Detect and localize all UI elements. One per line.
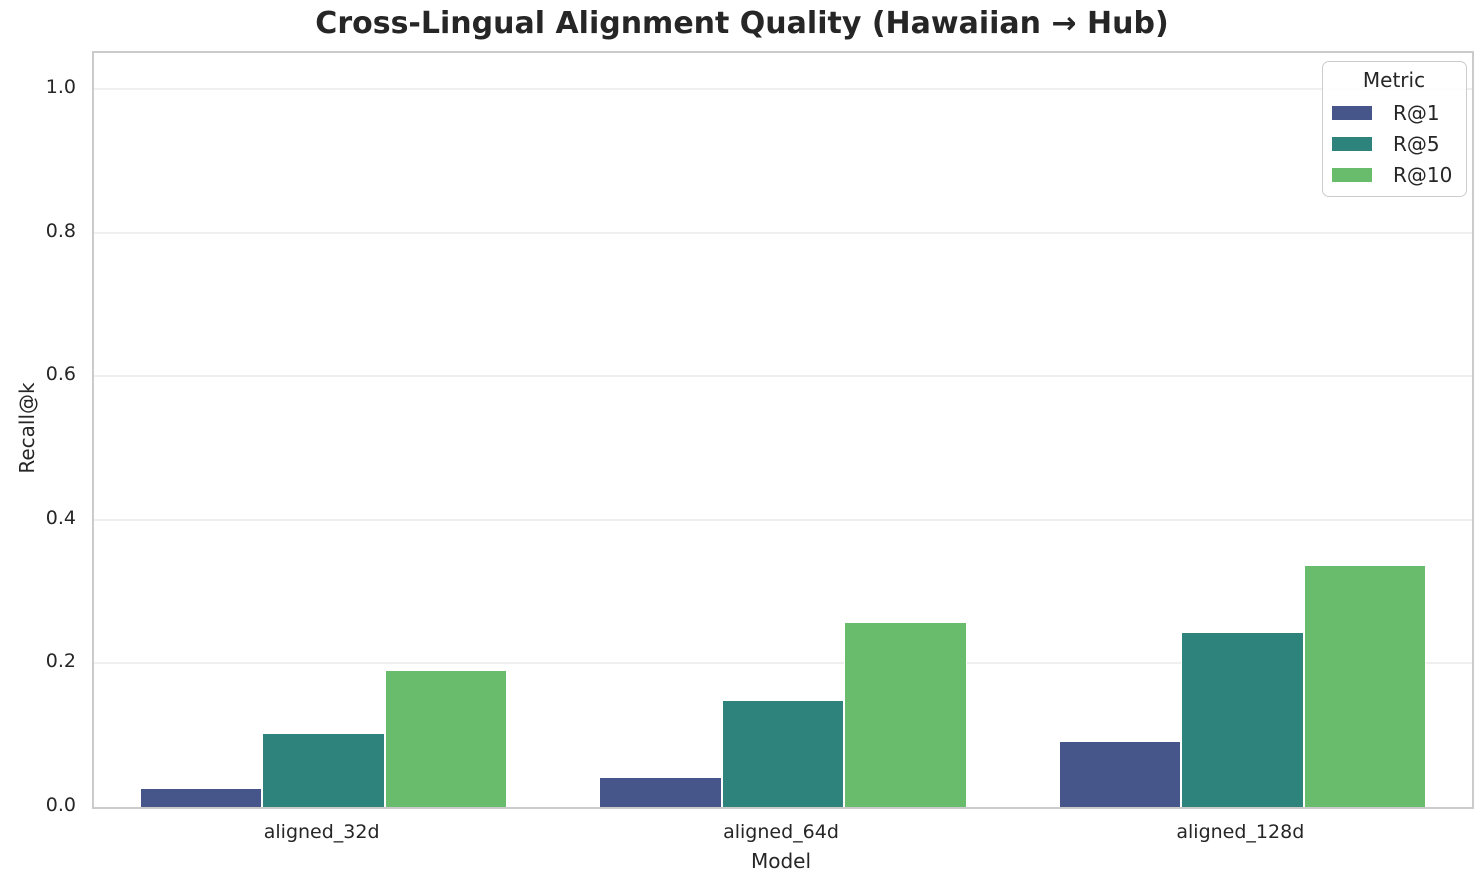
gridline — [94, 231, 1472, 234]
y-tick-label: 1.0 — [45, 75, 76, 98]
gridline — [94, 662, 1472, 665]
x-axis-label: Model — [750, 849, 812, 873]
legend-item-label: R@1 — [1393, 101, 1440, 125]
y-tick-label: 0.4 — [45, 506, 76, 529]
bar-R@5-aligned_32d — [262, 733, 385, 807]
legend-swatch-icon — [1332, 168, 1372, 182]
legend-item-label: R@10 — [1393, 163, 1453, 187]
x-tick-label-aligned_128d: aligned_128d — [1176, 821, 1305, 843]
x-tick-label-aligned_32d: aligned_32d — [263, 821, 380, 843]
bar-R@5-aligned_64d — [721, 700, 845, 807]
legend-item-R@1: R@1 — [1332, 102, 1456, 124]
bar-R@5-aligned_128d — [1181, 632, 1304, 807]
gridline — [94, 87, 1472, 90]
legend-item-R@10: R@10 — [1332, 164, 1456, 186]
legend-swatch-icon — [1332, 137, 1372, 151]
y-tick-label: 0.0 — [45, 794, 76, 816]
bar-R@10-aligned_128d — [1303, 566, 1427, 807]
legend: Metric R@1 R@5 R@10 — [1322, 61, 1467, 197]
bar-R@1-aligned_64d — [599, 778, 722, 807]
legend-items: R@1 R@5 R@10 — [1332, 102, 1456, 186]
y-tick-label: 0.2 — [45, 650, 76, 673]
legend-swatch-icon — [1332, 106, 1372, 120]
gridline — [94, 518, 1472, 521]
bar-R@10-aligned_32d — [384, 671, 508, 807]
y-tick-label: 0.6 — [45, 363, 76, 386]
y-axis-label: Recall@k — [15, 382, 39, 474]
legend-title: Metric — [1362, 68, 1426, 92]
chart-title: Cross-Lingual Alignment Quality (Hawaiia… — [315, 6, 1169, 41]
x-tick-label-aligned_64d: aligned_64d — [723, 821, 839, 843]
bar-R@1-aligned_32d — [139, 789, 263, 807]
legend-item-label: R@5 — [1393, 132, 1440, 156]
plot-area — [92, 51, 1474, 809]
gridline — [94, 375, 1472, 378]
bar-R@10-aligned_64d — [844, 623, 967, 807]
legend-item-R@5: R@5 — [1332, 133, 1456, 155]
bar-R@1-aligned_128d — [1058, 742, 1182, 807]
y-tick-label: 0.8 — [45, 219, 76, 242]
